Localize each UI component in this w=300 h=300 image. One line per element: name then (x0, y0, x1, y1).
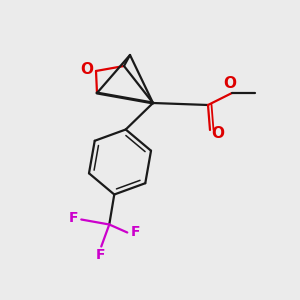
Text: F: F (130, 226, 140, 239)
Text: F: F (95, 248, 105, 262)
Text: F: F (68, 212, 78, 226)
Text: O: O (212, 125, 224, 140)
Text: O: O (224, 76, 236, 91)
Text: O: O (80, 62, 94, 77)
